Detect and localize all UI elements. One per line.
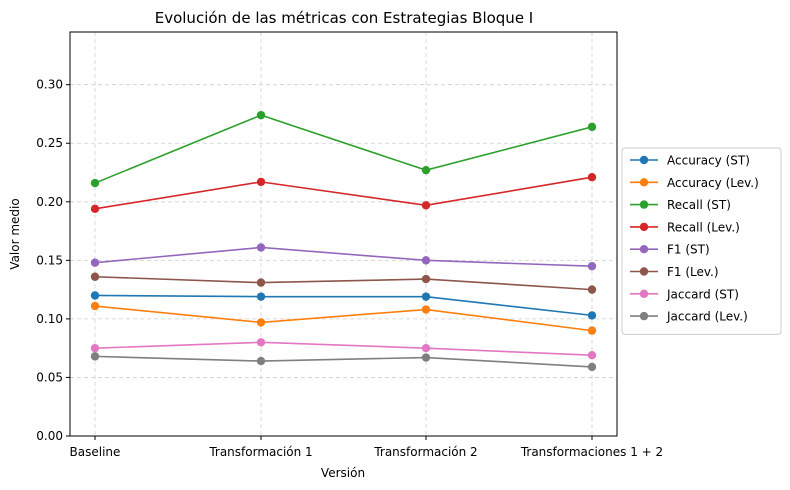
data-point-f1-lev — [421, 274, 431, 284]
data-point-jaccard-lev — [256, 356, 266, 366]
x-tick-label: Transformaciones 1 + 2 — [520, 445, 663, 459]
legend-marker-accuracy-st — [639, 155, 649, 165]
data-point-accuracy-st — [90, 291, 100, 300]
chart-title: Evolución de las métricas con Estrategia… — [155, 9, 534, 27]
y-tick-label: 0.20 — [36, 195, 63, 209]
y-tick-label: 0.15 — [36, 253, 63, 267]
legend-label-recall-st: Recall (ST) — [667, 198, 731, 212]
x-tick-label: Baseline — [70, 445, 121, 459]
y-tick-label: 0.30 — [36, 78, 63, 92]
data-point-accuracy-st — [587, 311, 597, 320]
data-point-f1-st — [90, 258, 100, 267]
legend-marker-recall-lev — [639, 222, 649, 232]
data-point-jaccard-lev — [587, 362, 597, 372]
data-point-jaccard-st — [256, 338, 266, 347]
legend-marker-f1-st — [639, 245, 649, 254]
series-line-accuracy-lev — [94, 305, 593, 332]
legend-marker-jaccard-st — [639, 289, 649, 298]
data-point-recall-lev — [256, 177, 266, 187]
data-point-accuracy-lev — [256, 318, 266, 327]
y-tick-label: 0.10 — [36, 312, 63, 326]
legend-label-f1-lev: F1 (Lev.) — [667, 265, 719, 279]
y-tick-label: 0.00 — [36, 429, 63, 443]
data-point-jaccard-st — [421, 343, 431, 353]
series-line-recall-st — [94, 114, 593, 184]
series-line-jaccard-lev — [94, 355, 593, 368]
grid-lines — [70, 32, 617, 437]
data-point-accuracy-lev — [587, 326, 597, 335]
data-point-accuracy-st — [421, 292, 431, 301]
data-point-accuracy-lev — [90, 301, 100, 311]
data-point-jaccard-lev — [421, 353, 431, 362]
data-point-jaccard-st — [90, 343, 100, 353]
x-tick-label: Transformación 1 — [208, 445, 312, 459]
data-point-recall-lev — [421, 201, 431, 210]
legend-marker-accuracy-lev — [639, 178, 649, 187]
data-point-jaccard-lev — [90, 352, 100, 361]
data-point-recall-st — [256, 110, 266, 120]
legend-marker-recall-st — [639, 200, 649, 209]
legend-label-f1-st: F1 (ST) — [667, 243, 710, 257]
legend: Accuracy (ST) Accuracy (Lev.) Recall (ST) R… — [621, 147, 782, 335]
data-point-recall-lev — [90, 204, 100, 214]
y-tick-label: 0.05 — [36, 370, 63, 384]
series-line-recall-lev — [94, 176, 593, 210]
series-line-f1-st — [94, 246, 593, 267]
x-axis-label: Versión — [321, 466, 365, 480]
legend-label-jaccard-lev: Jaccard (Lev.) — [666, 310, 748, 324]
y-axis-label: Valor medio — [8, 198, 22, 269]
data-point-recall-st — [90, 178, 100, 188]
data-point-f1-st — [587, 262, 597, 271]
data-point-jaccard-st — [587, 351, 597, 360]
data-point-recall-lev — [587, 173, 597, 182]
legend-label-jaccard-st: Jaccard (ST) — [666, 287, 739, 301]
legend-marker-jaccard-lev — [639, 311, 649, 321]
legend-label-recall-lev: Recall (Lev.) — [667, 220, 740, 234]
series-layer — [90, 110, 597, 372]
legend-box — [621, 147, 782, 335]
series-line-f1-lev — [94, 275, 593, 291]
data-point-f1-lev — [587, 285, 597, 294]
data-point-f1-lev — [90, 272, 100, 281]
data-point-f1-lev — [256, 278, 266, 287]
axis-ticks: Baseline Transformación 1 Transformación 2… — [36, 78, 663, 459]
plot-frame — [69, 31, 618, 437]
legend-marker-f1-lev — [639, 267, 649, 276]
data-point-recall-st — [421, 165, 431, 175]
y-tick-label: 0.25 — [36, 136, 63, 150]
data-point-recall-st — [587, 122, 597, 132]
data-point-accuracy-st — [256, 292, 266, 301]
data-point-f1-st — [421, 256, 431, 265]
data-point-f1-st — [256, 243, 266, 252]
x-tick-label: Transformación 2 — [373, 445, 477, 459]
series-line-jaccard-st — [94, 341, 593, 356]
series-line-accuracy-st — [94, 294, 593, 317]
legend-label-accuracy-st: Accuracy (ST) — [667, 154, 750, 168]
legend-label-accuracy-lev: Accuracy (Lev.) — [667, 176, 759, 190]
data-point-accuracy-lev — [421, 305, 431, 314]
